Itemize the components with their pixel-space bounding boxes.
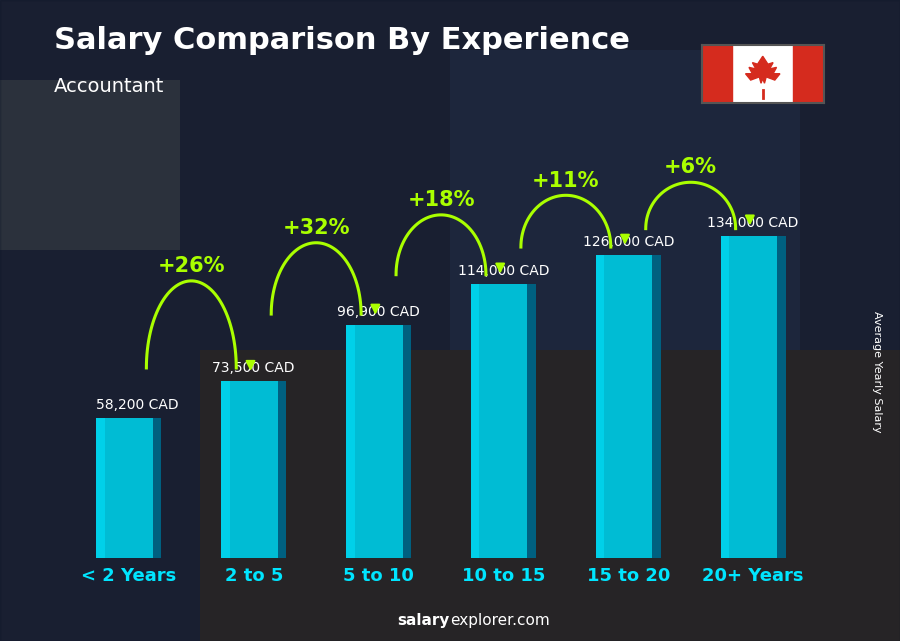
Bar	[96, 418, 105, 558]
Text: +11%: +11%	[532, 171, 599, 190]
Bar	[221, 381, 230, 558]
Text: +26%: +26%	[158, 256, 225, 276]
Bar	[278, 381, 286, 558]
Text: Salary Comparison By Experience: Salary Comparison By Experience	[54, 26, 630, 54]
Bar	[527, 283, 536, 558]
Bar	[777, 235, 786, 558]
Text: 58,200 CAD: 58,200 CAD	[96, 398, 179, 412]
Text: 114,000 CAD: 114,000 CAD	[458, 263, 549, 278]
Text: 134,000 CAD: 134,000 CAD	[707, 215, 799, 229]
Bar	[402, 325, 411, 558]
Text: Average Yearly Salary: Average Yearly Salary	[872, 311, 883, 433]
Text: salary: salary	[398, 613, 450, 628]
Bar	[471, 283, 480, 558]
Bar	[721, 235, 729, 558]
Bar	[346, 325, 411, 558]
Bar	[702, 45, 733, 103]
Bar	[96, 418, 161, 558]
Bar	[793, 45, 824, 103]
Text: +6%: +6%	[664, 158, 717, 178]
Bar	[153, 418, 161, 558]
Text: 96,900 CAD: 96,900 CAD	[338, 304, 420, 319]
Text: explorer.com: explorer.com	[450, 613, 550, 628]
Bar	[596, 254, 661, 558]
Bar	[652, 254, 661, 558]
Bar	[596, 254, 604, 558]
Polygon shape	[745, 56, 780, 83]
Bar	[221, 381, 286, 558]
Bar	[721, 235, 786, 558]
Text: +32%: +32%	[283, 218, 350, 238]
Text: 73,500 CAD: 73,500 CAD	[212, 361, 295, 375]
Text: Accountant: Accountant	[54, 77, 165, 96]
Text: 126,000 CAD: 126,000 CAD	[582, 235, 674, 249]
Text: +18%: +18%	[407, 190, 475, 210]
Bar	[346, 325, 355, 558]
Bar	[471, 283, 536, 558]
